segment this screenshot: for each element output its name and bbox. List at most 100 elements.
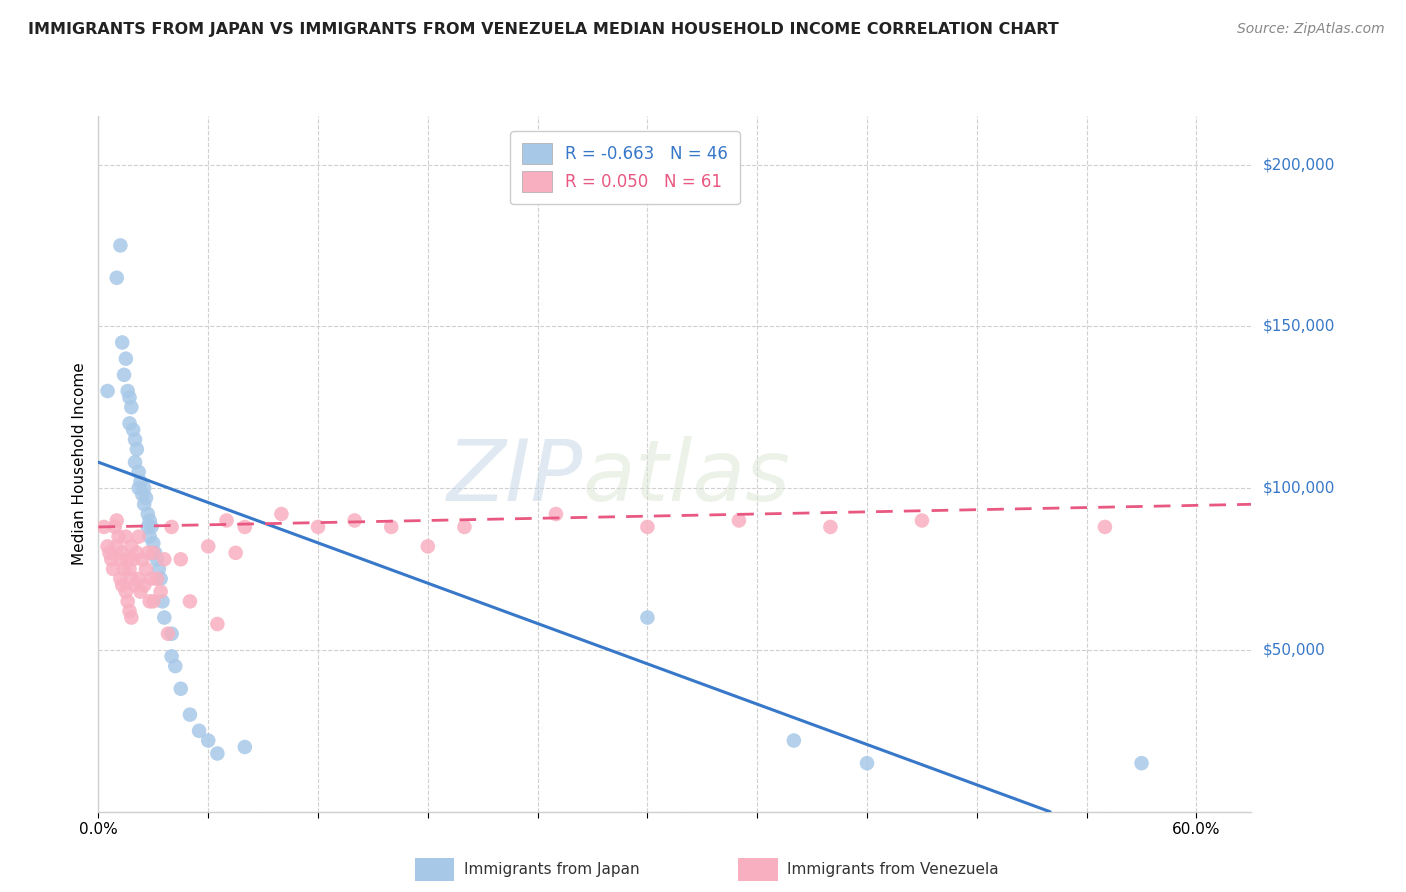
Text: $100,000: $100,000: [1263, 481, 1334, 496]
Point: [636, 610, 658, 624]
Point: [104, 520, 127, 534]
Text: $150,000: $150,000: [1263, 318, 1334, 334]
Text: IMMIGRANTS FROM JAPAN VS IMMIGRANTS FROM VENEZUELA MEDIAN HOUSEHOLD INCOME CORRE: IMMIGRANTS FROM JAPAN VS IMMIGRANTS FROM…: [28, 22, 1059, 37]
Point: [138, 594, 160, 608]
Point: [129, 584, 152, 599]
Point: [160, 626, 183, 640]
Point: [148, 562, 170, 576]
Y-axis label: Median Household Income: Median Household Income: [72, 362, 87, 566]
Point: [128, 530, 150, 544]
Point: [124, 455, 146, 469]
Text: ZIP: ZIP: [446, 436, 582, 519]
Point: [136, 546, 159, 560]
Text: Immigrants from Japan: Immigrants from Japan: [464, 863, 640, 877]
Point: [120, 540, 142, 554]
Text: Immigrants from Venezuela: Immigrants from Venezuela: [787, 863, 1000, 877]
Point: [215, 513, 238, 527]
Point: [105, 270, 128, 285]
Point: [100, 552, 122, 566]
Point: [146, 552, 169, 566]
Point: [118, 562, 141, 576]
Point: [165, 659, 187, 673]
Point: [170, 681, 193, 696]
Point: [233, 739, 256, 754]
Point: [153, 552, 176, 566]
Point: [138, 530, 160, 544]
Point: [453, 520, 475, 534]
Point: [146, 572, 169, 586]
Point: [170, 552, 193, 566]
Point: [128, 572, 150, 586]
Point: [97, 540, 120, 554]
Point: [122, 552, 145, 566]
Point: [636, 520, 658, 534]
Point: [343, 513, 366, 527]
Point: [197, 540, 219, 554]
Point: [93, 520, 115, 534]
Text: Source: ZipAtlas.com: Source: ZipAtlas.com: [1237, 22, 1385, 37]
Point: [110, 552, 132, 566]
Point: [142, 594, 165, 608]
Point: [111, 578, 134, 592]
Point: [188, 723, 211, 738]
Point: [107, 530, 129, 544]
Point: [544, 507, 567, 521]
Point: [115, 584, 138, 599]
Point: [856, 756, 879, 771]
Point: [138, 513, 160, 527]
Point: [149, 584, 172, 599]
Point: [111, 335, 134, 350]
Point: [160, 649, 183, 664]
Point: [380, 520, 402, 534]
Point: [101, 562, 124, 576]
Point: [125, 442, 148, 457]
Point: [136, 520, 159, 534]
Point: [911, 513, 934, 527]
Point: [105, 540, 128, 554]
Point: [129, 475, 152, 489]
Point: [135, 562, 157, 576]
Point: [197, 733, 219, 747]
Point: [122, 423, 145, 437]
Point: [110, 572, 132, 586]
Point: [270, 507, 292, 521]
Point: [120, 610, 142, 624]
Point: [141, 572, 163, 586]
Point: [131, 487, 153, 501]
Point: [117, 594, 139, 608]
Point: [233, 520, 256, 534]
Text: $50,000: $50,000: [1263, 642, 1326, 657]
Point: [136, 507, 159, 521]
Point: [134, 578, 156, 592]
Point: [128, 481, 150, 495]
Point: [783, 733, 806, 747]
Point: [115, 530, 138, 544]
Point: [156, 626, 179, 640]
Point: [125, 546, 148, 560]
Point: [160, 520, 183, 534]
Point: [118, 391, 141, 405]
Point: [153, 610, 176, 624]
Point: [131, 552, 153, 566]
Text: $200,000: $200,000: [1263, 157, 1334, 172]
Point: [820, 520, 842, 534]
Point: [179, 594, 201, 608]
Point: [207, 617, 229, 632]
Point: [112, 368, 135, 382]
Point: [143, 546, 166, 560]
Point: [111, 546, 134, 560]
Point: [120, 572, 142, 586]
Point: [124, 433, 146, 447]
Point: [98, 546, 121, 560]
Point: [141, 520, 163, 534]
Point: [110, 238, 132, 252]
Point: [152, 594, 174, 608]
Point: [728, 513, 751, 527]
Legend: R = -0.663   N = 46, R = 0.050   N = 61: R = -0.663 N = 46, R = 0.050 N = 61: [510, 131, 740, 204]
Point: [135, 491, 157, 505]
Point: [207, 747, 229, 761]
Point: [117, 552, 139, 566]
Point: [1130, 756, 1153, 771]
Point: [179, 707, 201, 722]
Point: [124, 578, 146, 592]
